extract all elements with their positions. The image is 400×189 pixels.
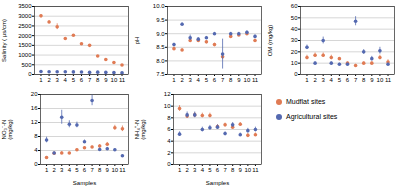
svg-text:6: 6 bbox=[213, 77, 217, 83]
svg-text:1000: 1000 bbox=[18, 52, 32, 58]
svg-text:pH: pH bbox=[134, 37, 140, 45]
svg-text:8: 8 bbox=[231, 167, 235, 173]
svg-text:NO₃⁻-N(mg/kg): NO₃⁻-N(mg/kg) bbox=[1, 119, 13, 139]
svg-text:3: 3 bbox=[56, 77, 60, 83]
svg-text:2: 2 bbox=[185, 167, 189, 173]
svg-text:2: 2 bbox=[313, 77, 317, 83]
svg-text:7: 7 bbox=[221, 77, 225, 83]
svg-text:1500: 1500 bbox=[18, 42, 32, 48]
svg-text:20: 20 bbox=[31, 91, 38, 97]
svg-text:10: 10 bbox=[244, 77, 251, 83]
svg-text:5: 5 bbox=[208, 167, 212, 173]
svg-text:7.5: 7.5 bbox=[156, 71, 165, 77]
svg-text:2: 2 bbox=[52, 167, 56, 173]
svg-text:2: 2 bbox=[47, 77, 51, 83]
html-text:Agricultural sites: Agricultural sites bbox=[286, 113, 338, 120]
svg-text:16: 16 bbox=[31, 105, 38, 111]
svg-text:8: 8 bbox=[167, 115, 171, 121]
svg-text:3500: 3500 bbox=[18, 3, 32, 9]
svg-text:NH₄⁺-N(mg/kg): NH₄⁺-N(mg/kg) bbox=[134, 119, 146, 139]
svg-text:6: 6 bbox=[80, 77, 84, 83]
svg-text:8.5: 8.5 bbox=[156, 44, 165, 50]
svg-text:0: 0 bbox=[28, 71, 32, 77]
svg-text:2000: 2000 bbox=[18, 33, 32, 39]
svg-text:9: 9 bbox=[370, 77, 374, 83]
svg-text:10.0: 10.0 bbox=[153, 3, 165, 9]
svg-text:10: 10 bbox=[377, 77, 384, 83]
svg-text:4: 4 bbox=[68, 167, 72, 173]
html-text:Mudflat sites: Mudflat sites bbox=[286, 98, 326, 105]
svg-text:60: 60 bbox=[291, 3, 298, 9]
svg-text:10: 10 bbox=[291, 60, 298, 66]
svg-text:0: 0 bbox=[294, 71, 298, 77]
svg-text:6: 6 bbox=[83, 167, 87, 173]
svg-text:2500: 2500 bbox=[18, 23, 32, 29]
svg-text:0: 0 bbox=[167, 161, 171, 167]
svg-text:20: 20 bbox=[291, 49, 298, 55]
svg-text:30: 30 bbox=[291, 37, 298, 43]
svg-text:8: 8 bbox=[96, 77, 100, 83]
svg-text:4: 4 bbox=[34, 147, 38, 153]
svg-text:50: 50 bbox=[291, 15, 298, 21]
svg-text:8: 8 bbox=[34, 133, 38, 139]
svg-text:10: 10 bbox=[164, 103, 171, 109]
svg-text:3: 3 bbox=[60, 167, 64, 173]
svg-text:12: 12 bbox=[31, 119, 38, 125]
svg-text:5: 5 bbox=[75, 167, 79, 173]
svg-text:OM (mg/kg): OM (mg/kg) bbox=[267, 25, 273, 57]
svg-text:12: 12 bbox=[164, 91, 171, 97]
svg-text:11: 11 bbox=[252, 167, 259, 173]
svg-text:500: 500 bbox=[21, 62, 32, 68]
svg-text:9.0: 9.0 bbox=[156, 31, 165, 37]
svg-text:7: 7 bbox=[354, 77, 358, 83]
svg-text:8.0: 8.0 bbox=[156, 58, 165, 64]
svg-text:3: 3 bbox=[322, 77, 326, 83]
svg-text:8: 8 bbox=[362, 77, 366, 83]
svg-text:8: 8 bbox=[229, 77, 233, 83]
svg-text:Samples: Samples bbox=[206, 180, 229, 186]
svg-text:1: 1 bbox=[305, 77, 309, 83]
svg-text:9: 9 bbox=[104, 77, 108, 83]
svg-text:10: 10 bbox=[245, 167, 252, 173]
svg-text:2: 2 bbox=[167, 150, 171, 156]
svg-text:10: 10 bbox=[111, 77, 118, 83]
svg-text:4: 4 bbox=[201, 167, 205, 173]
svg-text:6: 6 bbox=[346, 77, 350, 83]
svg-text:40: 40 bbox=[291, 26, 298, 32]
svg-text:5: 5 bbox=[72, 77, 76, 83]
svg-text:6: 6 bbox=[167, 126, 171, 132]
svg-text:11: 11 bbox=[119, 167, 126, 173]
svg-text:1: 1 bbox=[45, 167, 49, 173]
svg-text:7: 7 bbox=[223, 167, 227, 173]
svg-text:0: 0 bbox=[34, 161, 38, 167]
svg-text:9.5: 9.5 bbox=[156, 17, 165, 23]
svg-text:9: 9 bbox=[239, 167, 243, 173]
svg-text:3000: 3000 bbox=[18, 13, 32, 19]
svg-text:1: 1 bbox=[178, 167, 182, 173]
svg-text:Samples: Samples bbox=[73, 180, 96, 186]
svg-text:3: 3 bbox=[193, 167, 197, 173]
svg-text:Salinity ( μs/cm): Salinity ( μs/cm) bbox=[1, 19, 7, 62]
svg-text:6: 6 bbox=[216, 167, 220, 173]
svg-text:1: 1 bbox=[172, 77, 176, 83]
svg-text:7: 7 bbox=[90, 167, 94, 173]
svg-text:9: 9 bbox=[106, 167, 110, 173]
svg-text:2: 2 bbox=[180, 77, 184, 83]
svg-text:5: 5 bbox=[205, 77, 209, 83]
svg-text:4: 4 bbox=[197, 77, 201, 83]
svg-text:4: 4 bbox=[330, 77, 334, 83]
svg-text:11: 11 bbox=[119, 77, 126, 83]
svg-text:9: 9 bbox=[237, 77, 241, 83]
svg-text:11: 11 bbox=[385, 77, 392, 83]
svg-text:1: 1 bbox=[39, 77, 43, 83]
svg-text:11: 11 bbox=[252, 77, 259, 83]
svg-text:4: 4 bbox=[64, 77, 68, 83]
svg-text:8: 8 bbox=[98, 167, 102, 173]
svg-text:7: 7 bbox=[88, 77, 92, 83]
svg-text:5: 5 bbox=[338, 77, 342, 83]
svg-text:3: 3 bbox=[189, 77, 193, 83]
svg-text:10: 10 bbox=[112, 167, 119, 173]
svg-text:4: 4 bbox=[167, 138, 171, 144]
